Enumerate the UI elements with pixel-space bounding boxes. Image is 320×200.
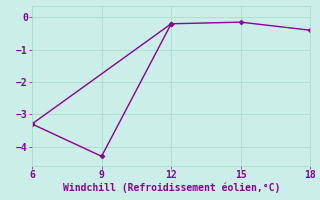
X-axis label: Windchill (Refroidissement éolien,°C): Windchill (Refroidissement éolien,°C) [62,183,280,193]
